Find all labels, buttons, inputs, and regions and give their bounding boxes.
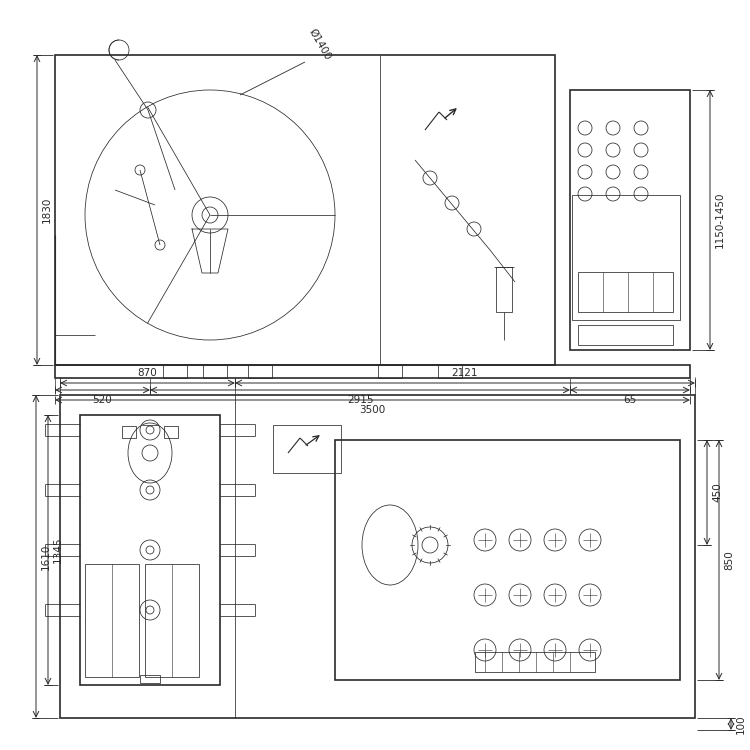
Bar xyxy=(55,365,690,378)
Text: 520: 520 xyxy=(93,395,112,405)
Bar xyxy=(578,272,673,312)
Bar xyxy=(85,563,140,677)
Bar xyxy=(122,426,136,438)
Text: 1610: 1610 xyxy=(41,543,51,570)
Text: 450: 450 xyxy=(712,483,722,502)
Bar xyxy=(335,440,680,680)
Text: 65: 65 xyxy=(623,395,637,405)
Bar xyxy=(140,675,160,683)
Bar xyxy=(248,365,272,378)
Bar xyxy=(203,365,227,378)
Text: Ø1400: Ø1400 xyxy=(307,27,333,62)
Text: 3500: 3500 xyxy=(359,405,386,415)
Text: 100: 100 xyxy=(736,714,746,734)
Bar xyxy=(146,563,200,677)
Bar xyxy=(164,426,178,438)
Text: 1830: 1830 xyxy=(42,196,52,223)
Text: 1345: 1345 xyxy=(53,537,63,563)
Bar xyxy=(572,195,680,320)
Bar xyxy=(273,425,341,473)
Bar xyxy=(163,365,187,378)
Bar xyxy=(496,267,512,312)
Bar xyxy=(438,365,462,378)
Bar xyxy=(378,365,402,378)
Bar xyxy=(578,325,673,345)
Bar xyxy=(60,395,695,718)
Text: 1150-1450: 1150-1450 xyxy=(715,192,725,248)
Text: 2121: 2121 xyxy=(452,368,478,378)
Text: 850: 850 xyxy=(724,550,734,570)
Text: 870: 870 xyxy=(138,368,158,378)
Bar xyxy=(475,652,595,672)
Bar xyxy=(570,90,690,350)
Bar xyxy=(80,415,220,685)
Text: 2915: 2915 xyxy=(346,395,374,405)
Bar xyxy=(55,55,555,365)
